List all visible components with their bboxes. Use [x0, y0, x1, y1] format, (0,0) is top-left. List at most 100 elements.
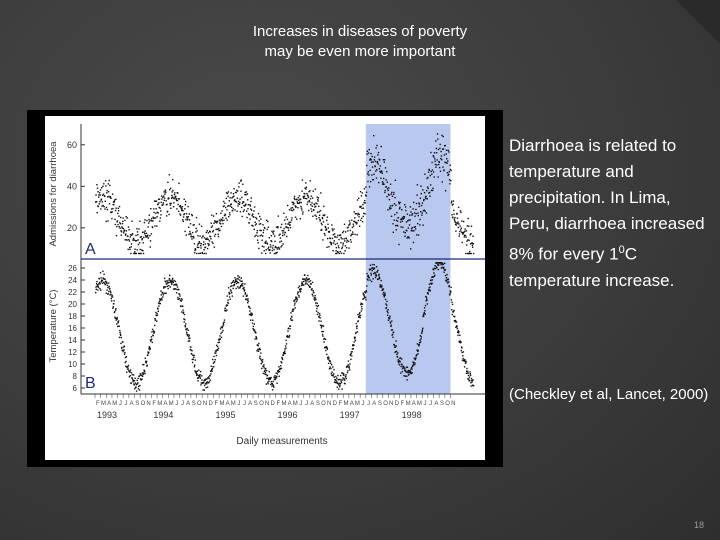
- admissions-point: [238, 203, 241, 205]
- temperature-point: [433, 272, 435, 274]
- temperature-point: [203, 389, 205, 391]
- admissions-point: [116, 220, 119, 222]
- temperature-point: [242, 295, 245, 297]
- temperature-point: [170, 282, 173, 284]
- admissions-point: [144, 219, 146, 221]
- temperature-point: [134, 377, 136, 379]
- admissions-point: [305, 186, 307, 188]
- admissions-point: [253, 228, 255, 230]
- admissions-point: [452, 200, 455, 202]
- admissions-point: [403, 216, 406, 218]
- admissions-point: [289, 224, 291, 226]
- temperature-point: [101, 282, 104, 284]
- admissions-point: [336, 242, 338, 245]
- admissions-point: [225, 217, 227, 219]
- temperature-point: [385, 306, 388, 309]
- admissions-point: [373, 135, 375, 137]
- temperature-point: [131, 377, 133, 379]
- admissions-point: [268, 237, 270, 239]
- admissions-point: [416, 184, 419, 186]
- admissions-point: [435, 152, 438, 154]
- admissions-point: [201, 252, 204, 255]
- temperature-point: [330, 367, 332, 370]
- admissions-point: [398, 208, 401, 210]
- x-month-label: J: [175, 401, 178, 407]
- admissions-point: [148, 214, 150, 216]
- admissions-point: [141, 231, 144, 233]
- x-month-label: A: [310, 401, 314, 407]
- temperature-point: [319, 317, 321, 319]
- admissions-point: [112, 207, 114, 210]
- temperature-point: [113, 300, 115, 302]
- temperature-point: [445, 277, 448, 279]
- temperature-point: [263, 370, 266, 372]
- y-tick-label: 22: [68, 288, 77, 297]
- admissions-point: [428, 169, 431, 171]
- x-month-label: O: [141, 401, 146, 407]
- temperature-point: [340, 378, 342, 381]
- x-month-label: O: [383, 401, 388, 407]
- admissions-point: [458, 235, 460, 237]
- admissions-point: [470, 252, 472, 255]
- admissions-point: [346, 241, 348, 243]
- temperature-point: [291, 310, 293, 312]
- temperature-point: [344, 383, 346, 385]
- admissions-point: [195, 231, 197, 233]
- temperature-point: [209, 370, 212, 372]
- temperature-point: [464, 358, 466, 361]
- admissions-point: [257, 212, 260, 215]
- temperature-point: [247, 300, 249, 302]
- admissions-point: [362, 203, 364, 206]
- admissions-point: [197, 242, 199, 245]
- temperature-point: [164, 292, 166, 294]
- temperature-point: [208, 376, 210, 378]
- admissions-point: [461, 220, 463, 222]
- temperature-point: [431, 279, 434, 281]
- temperature-point: [181, 311, 183, 313]
- temperature-point: [231, 285, 233, 287]
- admissions-point: [469, 250, 471, 253]
- temperature-point: [318, 320, 320, 322]
- admissions-point: [162, 196, 164, 198]
- admissions-point: [134, 248, 136, 250]
- temperature-point: [430, 279, 432, 281]
- temperature-point: [303, 284, 305, 286]
- admissions-point: [336, 251, 339, 253]
- temperature-point: [189, 337, 191, 339]
- temperature-point: [332, 375, 334, 377]
- temperature-point: [114, 317, 116, 319]
- x-month-label: M: [282, 401, 287, 407]
- temperature-point: [200, 382, 202, 384]
- admissions-point: [248, 213, 251, 216]
- admissions-point: [154, 225, 156, 227]
- temperature-point: [421, 330, 423, 332]
- admissions-point: [319, 210, 322, 212]
- x-month-label: A: [226, 401, 230, 407]
- temperature-point: [154, 319, 157, 321]
- temperature-point: [309, 280, 312, 282]
- temperature-point: [156, 314, 159, 316]
- temperature-point: [444, 269, 446, 271]
- admissions-point: [278, 234, 280, 236]
- admissions-point: [220, 212, 222, 214]
- admissions-point: [465, 252, 467, 255]
- admissions-point: [229, 205, 232, 207]
- admissions-point: [344, 245, 347, 247]
- temperature-point: [129, 369, 132, 371]
- admissions-point: [406, 237, 408, 239]
- x-month-label: F: [152, 401, 156, 407]
- admissions-point: [242, 210, 245, 213]
- temperature-point: [423, 315, 425, 317]
- admissions-point: [229, 214, 231, 216]
- admissions-point: [213, 215, 215, 217]
- temperature-point: [108, 290, 110, 293]
- admissions-point: [280, 240, 283, 242]
- temperature-point: [403, 375, 405, 377]
- temperature-point: [150, 340, 152, 342]
- admissions-point: [258, 223, 261, 225]
- x-month-label: J: [125, 401, 128, 407]
- admissions-point: [319, 218, 321, 221]
- admissions-point: [355, 223, 358, 225]
- admissions-point: [442, 166, 444, 168]
- temperature-point: [155, 311, 157, 314]
